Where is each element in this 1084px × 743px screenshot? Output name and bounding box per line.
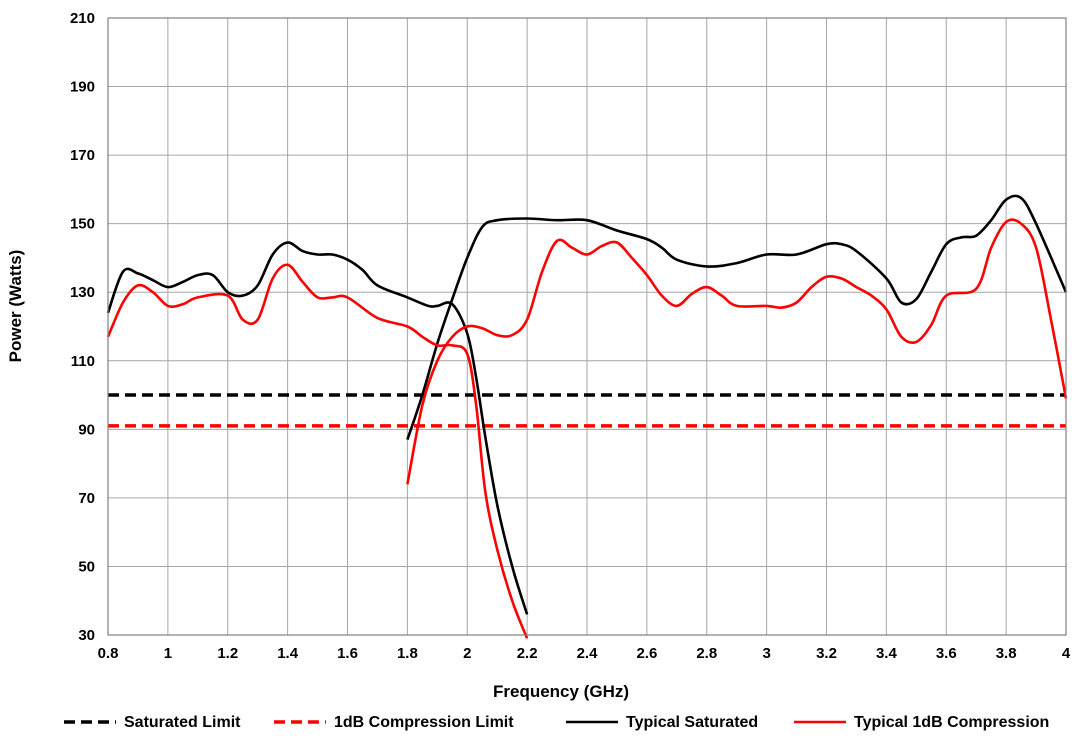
x-tick-label: 3.6 <box>936 645 957 662</box>
x-tick-label: 2 <box>463 645 471 662</box>
x-axis-title: Frequency (GHz) <box>493 682 629 701</box>
x-tick-label: 4 <box>1062 645 1071 662</box>
x-tick-label: 3.8 <box>996 645 1017 662</box>
x-tick-label: 1.2 <box>217 645 238 662</box>
y-tick-label: 170 <box>70 147 95 164</box>
y-tick-label: 150 <box>70 216 95 233</box>
x-tick-label: 2.8 <box>696 645 717 662</box>
y-tick-label: 110 <box>71 353 95 370</box>
x-tick-label: 0.8 <box>98 645 119 662</box>
y-tick-label: 30 <box>78 627 95 644</box>
y-tick-label: 70 <box>78 490 95 507</box>
x-tick-label: 3 <box>762 645 770 662</box>
x-tick-label: 1.8 <box>397 645 418 662</box>
legend: Saturated Limit 1dB Compression Limit Typi… <box>64 714 1049 731</box>
y-tick-label: 90 <box>78 421 95 438</box>
y-tick-label: 210 <box>70 10 95 27</box>
x-tick-label: 2.2 <box>517 645 538 662</box>
legend-label-typical-1db-compression: Typical 1dB Compression <box>854 714 1049 731</box>
x-tick-label: 1 <box>164 645 172 662</box>
legend-label-saturated-limit: Saturated Limit <box>124 714 241 731</box>
x-tick-label: 2.6 <box>636 645 657 662</box>
plot-area-border <box>107 17 1067 636</box>
legend-label-typical-saturated: Typical Saturated <box>626 714 758 731</box>
y-tick-label: 50 <box>78 558 95 575</box>
y-tick-label: 130 <box>70 284 95 301</box>
y-axis-title: Power (Watts) <box>6 250 25 363</box>
x-tick-label: 2.4 <box>577 645 599 662</box>
typical-saturated-line-segment-2 <box>406 194 1068 441</box>
typical-1db-compression-line-segment-1 <box>106 263 529 639</box>
legend-label-1db-compression-limit: 1dB Compression Limit <box>334 714 514 731</box>
y-tick-label: 190 <box>70 79 95 96</box>
x-tick-label: 1.6 <box>337 645 358 662</box>
typical-saturated-line-segment-1 <box>106 241 529 615</box>
x-tick-label: 1.4 <box>277 645 299 662</box>
typical-1db-compression-line-segment-2 <box>406 218 1068 485</box>
x-tick-label: 3.4 <box>876 645 898 662</box>
x-tick-label: 3.2 <box>816 645 837 662</box>
